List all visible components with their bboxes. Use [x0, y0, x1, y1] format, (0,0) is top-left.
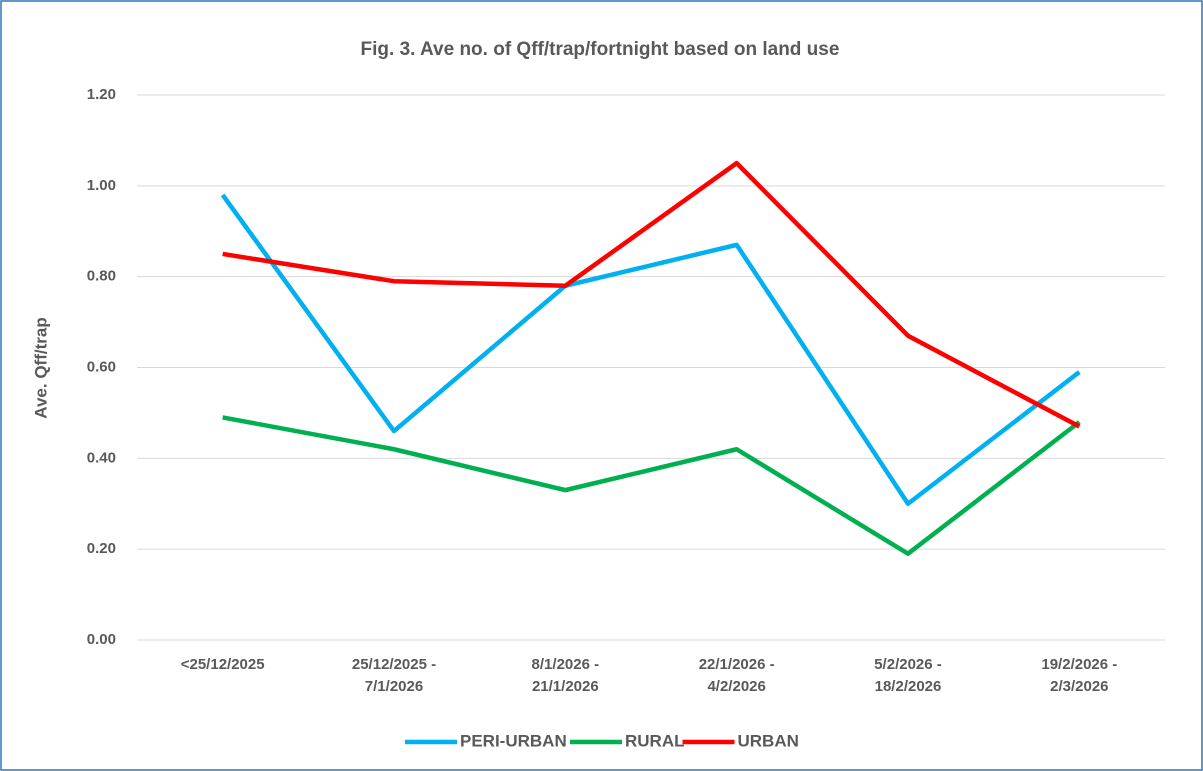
y-tick-label: 1.20 [87, 86, 116, 103]
line-series [220, 193, 1081, 506]
y-tick-label: 1.00 [87, 177, 116, 194]
y-tick-label: 0.20 [87, 540, 116, 557]
legend-label: PERI-URBAN [460, 731, 567, 750]
legend-label: URBAN [738, 731, 799, 750]
y-tick-label: 0.60 [87, 358, 116, 375]
x-tick-label: 25/12/2025 - 7/1/2026 [351, 656, 437, 695]
x-tick-label: 22/1/2026 - 4/2/2026 [698, 656, 775, 695]
line-series [222, 160, 1081, 429]
chart-title: Fig. 3. Ave no. of Qff/trap/fortnight ba… [361, 39, 840, 60]
y-tick-label: 0.40 [87, 449, 116, 466]
x-tick-label: <25/12/2025 [180, 656, 265, 673]
y-axis-label: Ave. Qff/trap [31, 317, 50, 418]
x-tick-label: 19/2/2026 - 2/3/2026 [1041, 656, 1118, 695]
line-series [222, 415, 1081, 556]
y-tick-label: 0.00 [87, 631, 116, 648]
legend-label: RURAL [625, 731, 685, 750]
x-tick-label: 5/2/2026 - 18/2/2026 [874, 656, 942, 695]
y-tick-label: 0.80 [87, 268, 116, 285]
x-tick-label: 8/1/2026 - 21/1/2026 [531, 656, 600, 695]
